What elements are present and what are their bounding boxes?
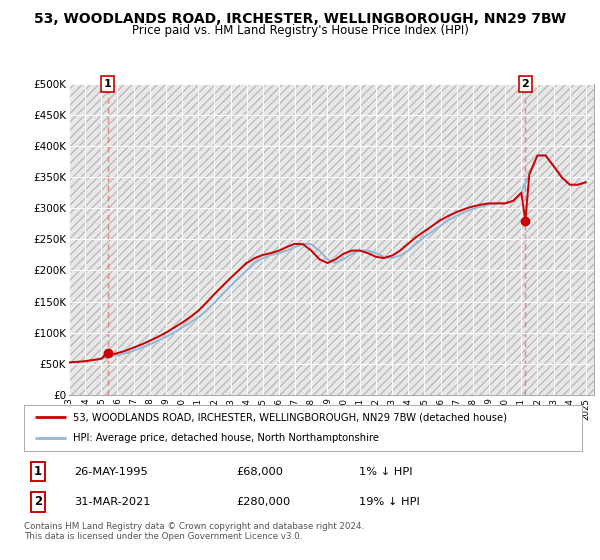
Text: Contains HM Land Registry data © Crown copyright and database right 2024.
This d: Contains HM Land Registry data © Crown c… [24,522,364,542]
Text: 2: 2 [521,79,529,89]
Text: 31-MAR-2021: 31-MAR-2021 [74,497,151,507]
Text: 1: 1 [104,79,112,89]
Text: 1% ↓ HPI: 1% ↓ HPI [359,466,412,477]
Text: 2: 2 [34,496,42,508]
Text: HPI: Average price, detached house, North Northamptonshire: HPI: Average price, detached house, Nort… [73,433,379,444]
Text: £280,000: £280,000 [236,497,290,507]
Text: 53, WOODLANDS ROAD, IRCHESTER, WELLINGBOROUGH, NN29 7BW (detached house): 53, WOODLANDS ROAD, IRCHESTER, WELLINGBO… [73,412,507,422]
Text: £68,000: £68,000 [236,466,283,477]
Text: 53, WOODLANDS ROAD, IRCHESTER, WELLINGBOROUGH, NN29 7BW: 53, WOODLANDS ROAD, IRCHESTER, WELLINGBO… [34,12,566,26]
Text: 1: 1 [34,465,42,478]
Text: 26-MAY-1995: 26-MAY-1995 [74,466,148,477]
Text: 19% ↓ HPI: 19% ↓ HPI [359,497,419,507]
Text: Price paid vs. HM Land Registry's House Price Index (HPI): Price paid vs. HM Land Registry's House … [131,24,469,37]
